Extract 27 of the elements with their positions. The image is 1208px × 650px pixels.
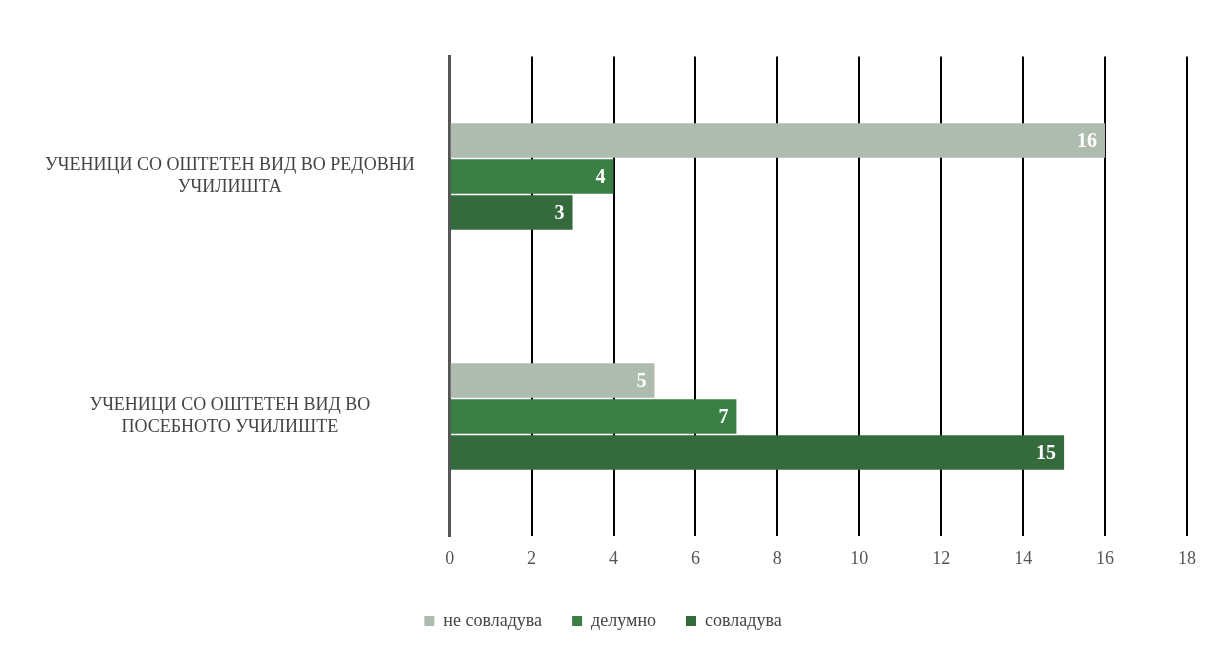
legend-label: не совладува: [443, 609, 543, 630]
bar: [450, 123, 1106, 158]
y-tick-label: УЧЕНИЦИ СО ОШТЕТЕН ВИД ВО ПОСЕБНОТО УЧИЛИШТЕ: [89, 394, 371, 436]
x-tick-label: 14: [1014, 547, 1033, 568]
x-tick-label: 10: [850, 547, 869, 568]
x-tick-label: 6: [690, 547, 700, 568]
x-tick-label: 16: [1096, 547, 1115, 568]
data-label: 15: [1036, 440, 1057, 463]
bar: [450, 435, 1065, 470]
y-tick-label: УЧЕНИЦИ СО ОШТЕТЕН ВИД ВО РЕДОВНИ УЧИЛИШТА: [45, 154, 415, 197]
data-label: 3: [554, 200, 565, 223]
data-label: 4: [595, 164, 606, 187]
x-tick-label: 18: [1178, 547, 1196, 568]
legend-label: делумно: [591, 609, 657, 630]
data-label: 5: [636, 368, 647, 391]
bar: [450, 195, 573, 230]
legend-label: совладува: [705, 609, 782, 630]
x-tick-label: 2: [527, 547, 537, 568]
x-tick-label: 4: [609, 547, 619, 568]
x-tick-label: 8: [772, 547, 782, 568]
x-tick-label: 0: [445, 547, 455, 568]
bar: [450, 159, 614, 194]
bar: [450, 363, 655, 398]
bar: [450, 399, 737, 434]
data-label: 16: [1077, 128, 1098, 151]
data-label: 7: [718, 404, 729, 427]
x-tick-label: 12: [932, 547, 951, 568]
